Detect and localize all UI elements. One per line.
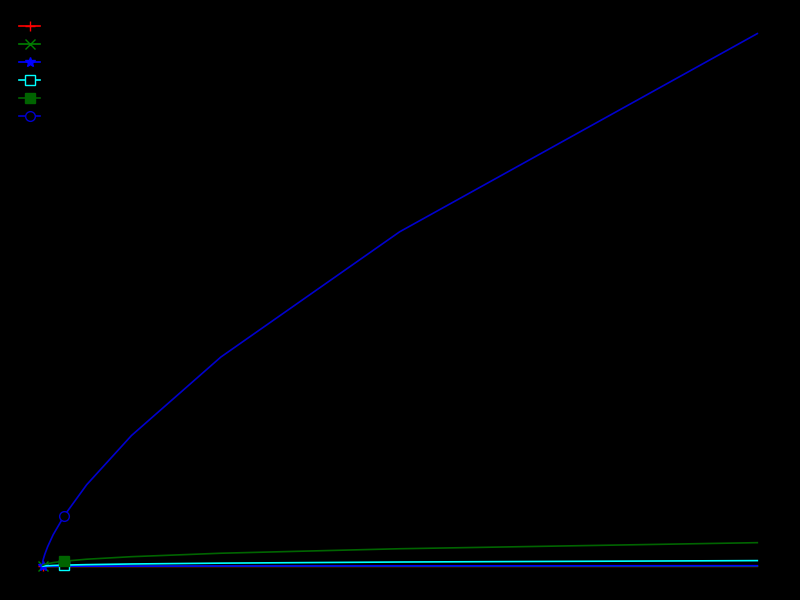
  <box>42 563 52 570</box>
  <box>42 562 52 569</box>
  <box>126 553 136 560</box>
  <box>48 559 58 566</box>
  <box>753 557 762 564</box>
  <box>126 560 136 568</box>
  <box>38 563 47 570</box>
  <box>40 561 50 568</box>
  <box>216 562 226 569</box>
  <box>395 562 405 569</box>
  <box>38 558 47 565</box>
  <box>38 563 47 570</box>
Line:   <box>38 556 762 571</box>
  <box>753 563 762 570</box>
  <box>753 562 762 569</box>
  <box>40 563 50 570</box>
  <box>753 563 762 570</box>
  <box>753 30 762 37</box>
  <box>395 563 405 570</box>
  <box>59 557 69 565</box>
  <box>38 556 48 563</box>
  <box>59 512 69 519</box>
Line:   <box>38 562 762 571</box>
  <box>395 563 405 570</box>
Line:   <box>38 538 762 570</box>
Legend:  ,  ,  ,  ,  ,  : , , , , , <box>14 14 62 130</box>
  <box>48 562 58 569</box>
  <box>216 563 226 570</box>
Line:   <box>38 562 762 571</box>
  <box>59 563 69 570</box>
Line:   <box>38 29 762 566</box>
  <box>38 563 47 570</box>
  <box>48 531 58 538</box>
  <box>216 353 226 361</box>
  <box>82 561 91 568</box>
  <box>126 563 136 570</box>
  <box>48 563 58 570</box>
Line:   <box>38 561 762 571</box>
  <box>753 539 762 546</box>
  <box>216 550 226 557</box>
  <box>38 563 47 570</box>
  <box>40 562 50 569</box>
  <box>216 563 226 570</box>
  <box>59 563 69 570</box>
  <box>82 563 91 570</box>
  <box>38 563 48 570</box>
  <box>59 562 69 569</box>
  <box>38 562 47 569</box>
  <box>42 563 52 570</box>
  <box>216 560 226 567</box>
  <box>82 563 91 570</box>
  <box>395 559 405 566</box>
  <box>40 563 50 570</box>
  <box>42 560 52 568</box>
  <box>82 556 91 563</box>
  <box>38 563 48 570</box>
  <box>48 563 58 570</box>
  <box>40 551 50 558</box>
  <box>126 563 136 570</box>
  <box>82 563 91 570</box>
  <box>38 562 48 569</box>
  <box>42 563 52 570</box>
  <box>82 481 91 488</box>
  <box>59 563 69 570</box>
  <box>38 563 48 570</box>
  <box>48 563 58 570</box>
  <box>126 563 136 570</box>
  <box>42 543 52 550</box>
  <box>40 563 50 570</box>
  <box>395 545 405 553</box>
  <box>126 432 136 439</box>
  <box>38 562 48 569</box>
  <box>395 228 405 235</box>
